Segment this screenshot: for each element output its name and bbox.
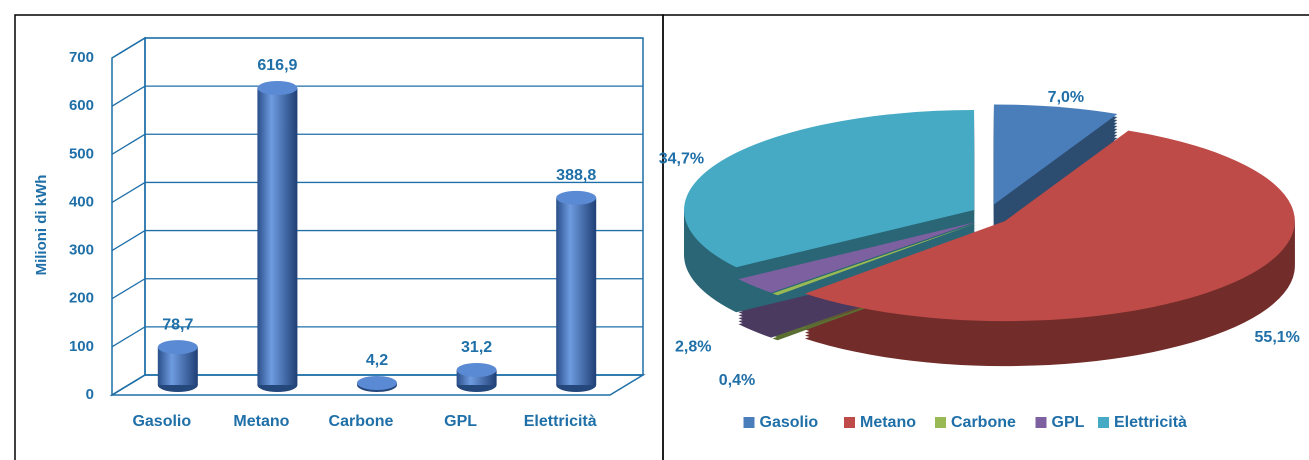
- bar-part: [257, 88, 298, 385]
- bar-part: [357, 375, 397, 390]
- right-panel: [662, 14, 1309, 460]
- slice: [738, 221, 977, 293]
- legend-label: Gasolio: [760, 414, 819, 431]
- x-tick-label: Elettricità: [524, 413, 597, 430]
- value-label: 4,2: [366, 352, 388, 369]
- bar-part: [556, 197, 597, 385]
- x-tick-label: GPL: [444, 413, 477, 430]
- grid-line: [111, 278, 643, 300]
- legend-swatch: [1098, 417, 1109, 428]
- x-tick-label: Carbone: [329, 413, 394, 430]
- legend-swatch: [1035, 417, 1047, 428]
- grid-line: [111, 85, 643, 107]
- value-label: 616,9: [257, 57, 297, 74]
- bar-part: [556, 190, 597, 205]
- bar-part: [157, 340, 198, 355]
- slice: [805, 130, 1295, 322]
- bar-part: [257, 81, 298, 96]
- value-label: 31,2: [461, 339, 492, 356]
- y-tick-label: 100: [69, 338, 94, 355]
- slice: [993, 104, 1118, 205]
- value-label: 34,7%: [659, 151, 704, 168]
- y-tick-label: 300: [69, 242, 94, 259]
- bar-part: [456, 362, 497, 377]
- legend-swatch: [844, 417, 855, 428]
- value-label: 0,4%: [719, 372, 755, 389]
- grid-line: [111, 37, 643, 59]
- y-tick-label: 400: [69, 193, 94, 210]
- legend-label: Metano: [860, 414, 916, 431]
- legend-label: Elettricità: [1114, 414, 1187, 431]
- x-tick-label: Gasolio: [132, 413, 191, 430]
- side-wall: [111, 36, 146, 397]
- legend-swatch: [743, 417, 755, 428]
- value-label: 2,8%: [675, 338, 711, 355]
- grid-line: [111, 133, 643, 155]
- x-tick-label: Metano: [233, 413, 289, 430]
- slice: [772, 222, 978, 296]
- value-label: 388,8: [556, 167, 596, 184]
- value-label: 55,1%: [1255, 329, 1300, 346]
- bar: [357, 375, 397, 392]
- y-tick-label: 600: [69, 97, 94, 114]
- bar: [556, 190, 597, 392]
- y-tick-label: 200: [69, 290, 94, 307]
- y-tick-label: 0: [86, 386, 94, 403]
- value-label: 78,7: [162, 316, 193, 333]
- bar: [257, 81, 298, 392]
- y-tick-label: 500: [69, 145, 94, 162]
- grid-line: [111, 229, 643, 252]
- legend-label: Carbone: [951, 414, 1016, 431]
- legend-swatch: [935, 417, 946, 428]
- slice: [684, 110, 975, 268]
- legend-label: GPL: [1052, 414, 1085, 431]
- grid-line: [111, 326, 643, 348]
- bar: [157, 340, 198, 392]
- value-label: 7,0%: [1048, 89, 1084, 106]
- grid-line: [111, 181, 643, 203]
- y-axis-label: Milioni di kWh: [33, 175, 50, 276]
- bar: [456, 362, 497, 392]
- y-tick-label: 700: [69, 49, 94, 66]
